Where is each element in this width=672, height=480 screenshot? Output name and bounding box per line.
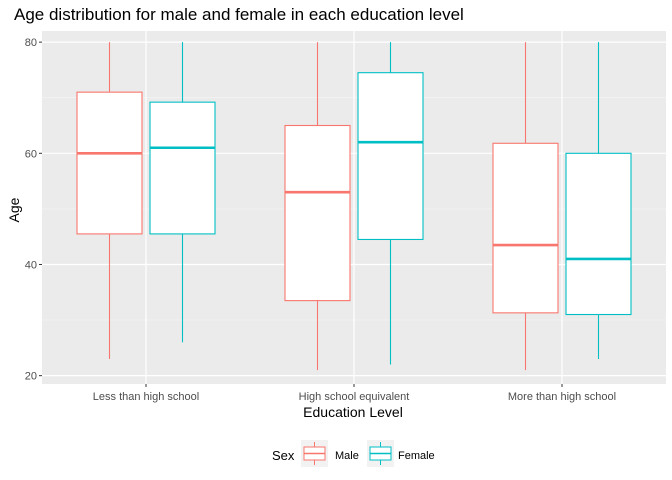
y-tick-label: 40 xyxy=(25,259,37,271)
y-tick-label: 80 xyxy=(25,37,37,49)
legend: Sex Male Female xyxy=(272,440,435,467)
box-male-1 xyxy=(76,42,143,359)
iqr-box xyxy=(565,152,632,316)
x-tick-label: More than high school xyxy=(508,391,616,403)
legend-label-female: Female xyxy=(398,450,435,462)
x-tick-label: Less than high school xyxy=(93,391,199,403)
iqr-box xyxy=(284,124,351,302)
box-female-2 xyxy=(357,42,424,365)
iqr-box xyxy=(76,91,143,235)
box-male-2 xyxy=(284,42,351,371)
grid-lines xyxy=(42,31,666,384)
boxes xyxy=(76,42,632,371)
iqr-box xyxy=(492,142,559,314)
legend-title: Sex xyxy=(272,448,295,463)
x-axis-title: Education Level xyxy=(303,404,403,420)
x-axis-ticks: Less than high school High school equival… xyxy=(93,384,616,403)
legend-label-male: Male xyxy=(335,450,359,462)
y-axis-title: Age xyxy=(6,197,22,222)
box-female-3 xyxy=(565,42,632,359)
chart-title: Age distribution for male and female in … xyxy=(14,5,464,24)
box-male-3 xyxy=(492,42,559,371)
iqr-box xyxy=(357,72,424,241)
y-tick-label: 20 xyxy=(25,371,37,383)
y-axis-ticks: 20 40 60 80 xyxy=(25,37,42,383)
box-female-1 xyxy=(149,42,216,343)
y-tick-label: 60 xyxy=(25,148,37,160)
x-tick-label: High school equivalent xyxy=(299,391,410,403)
iqr-box xyxy=(149,101,216,235)
